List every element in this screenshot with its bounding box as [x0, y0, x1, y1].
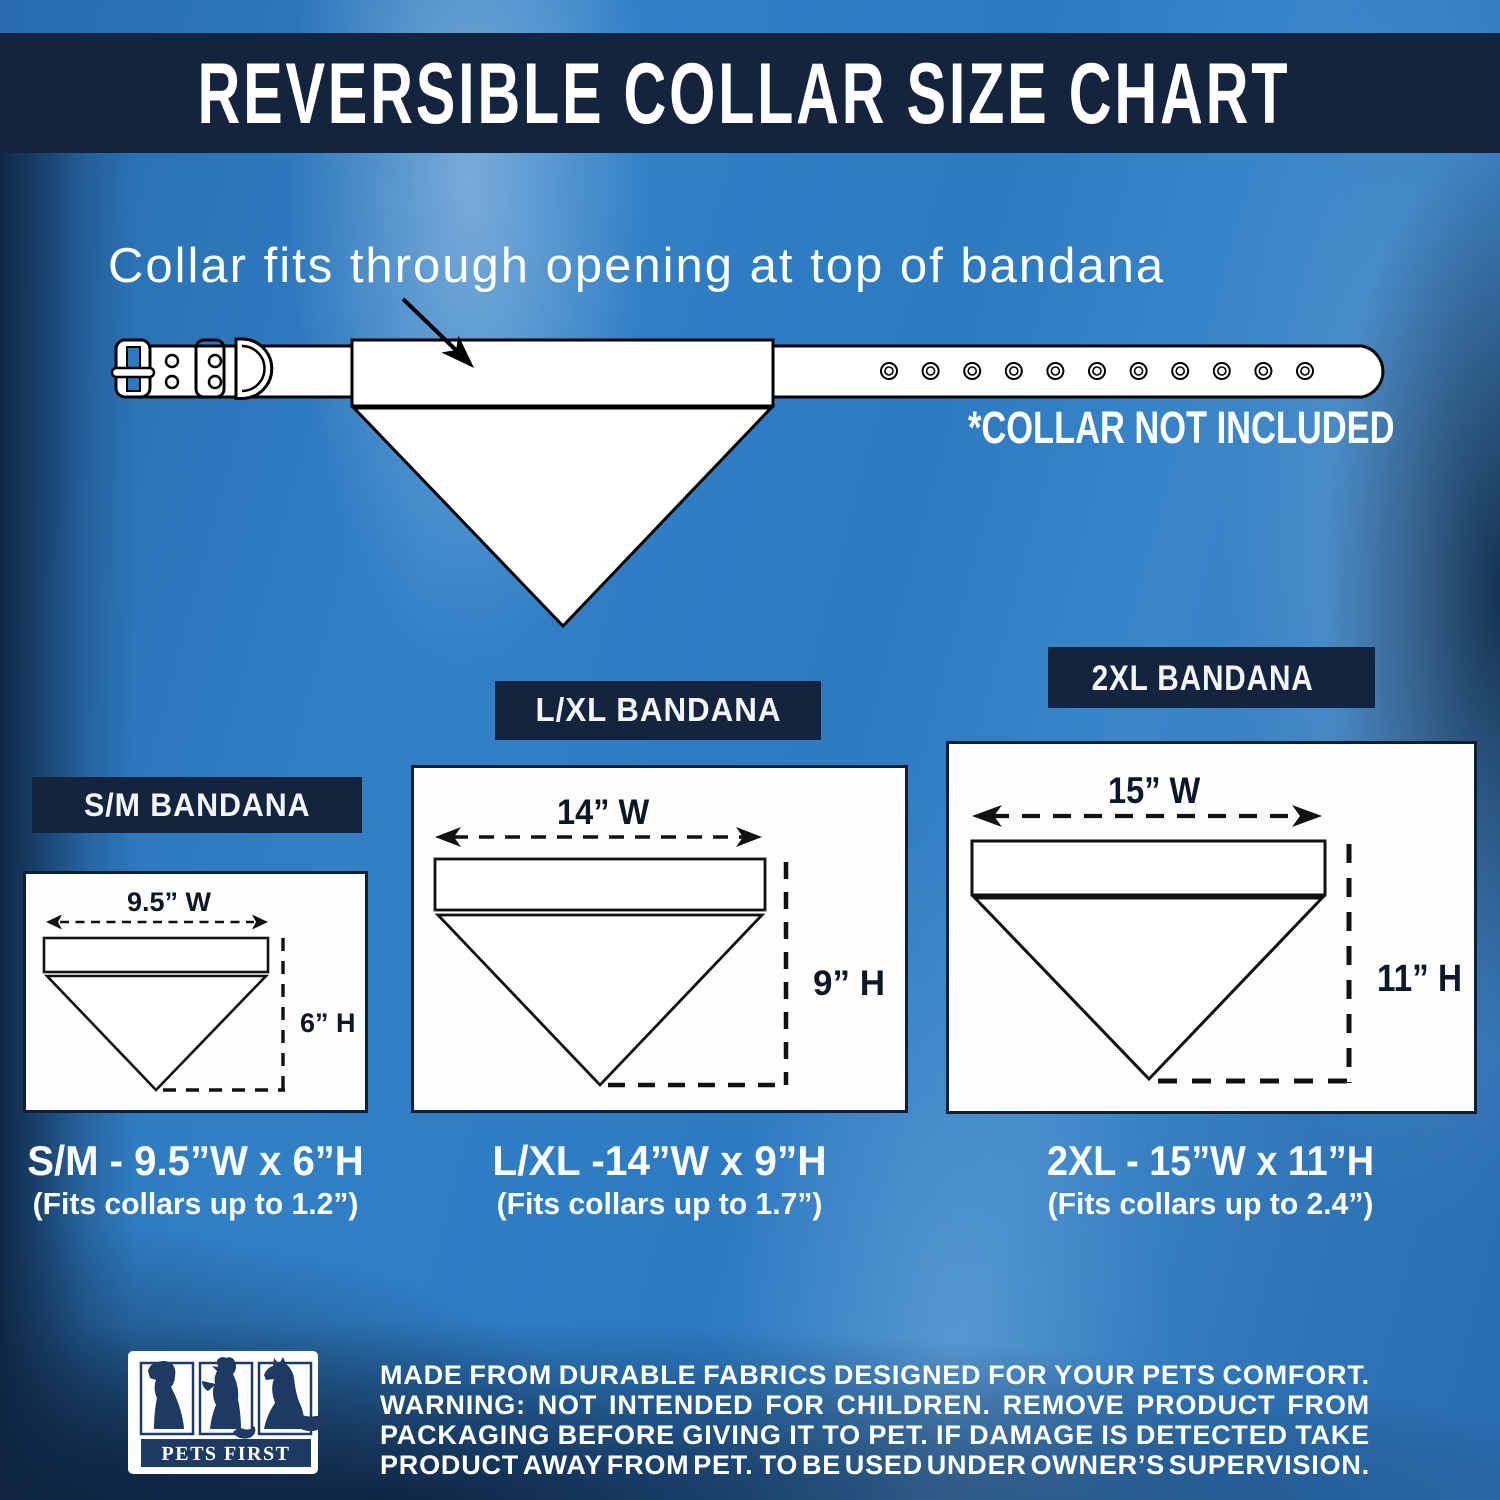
- svg-text:PETS FIRST: PETS FIRST: [162, 1443, 291, 1465]
